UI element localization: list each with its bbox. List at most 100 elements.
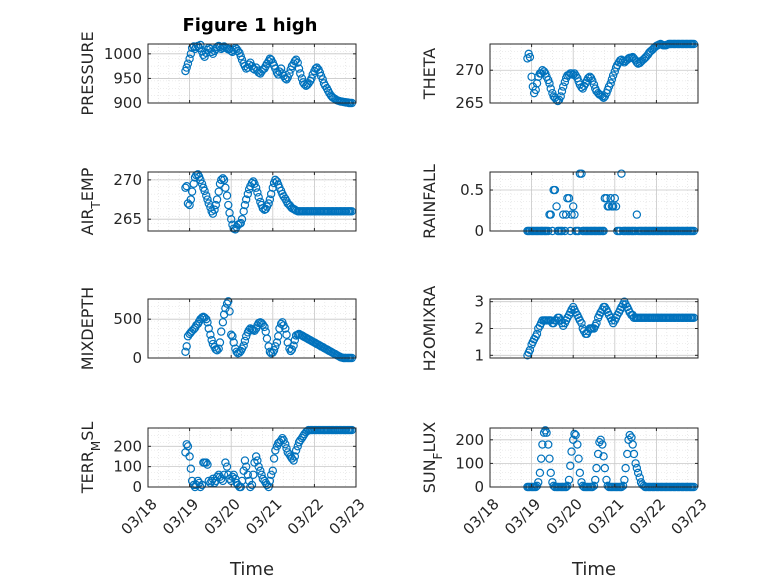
data-point	[347, 207, 357, 216]
data-point	[182, 63, 191, 72]
data-points	[181, 297, 357, 363]
data-point	[538, 440, 547, 449]
y-tick-label: 3	[474, 293, 484, 311]
data-point	[545, 79, 554, 88]
y-tick-label: 0	[132, 478, 142, 496]
data-point	[212, 346, 222, 355]
data-point	[564, 194, 574, 203]
data-point	[218, 318, 228, 327]
data-point	[583, 73, 593, 83]
data-point	[271, 446, 280, 455]
data-point	[294, 64, 304, 73]
y-axis-label: MIXDEPTH	[78, 287, 97, 370]
data-point	[598, 440, 607, 449]
data-point	[635, 473, 644, 482]
data-point	[596, 435, 605, 444]
data-points	[181, 425, 357, 492]
subplot-1: 900 950 1000 PRESSURE	[78, 31, 357, 116]
data-point	[226, 214, 236, 224]
data-point	[628, 440, 637, 449]
data-point	[210, 205, 219, 214]
data-point	[262, 334, 272, 343]
data-point	[240, 200, 250, 210]
data-point	[567, 447, 576, 456]
data-point	[266, 470, 276, 479]
data-point	[272, 338, 282, 347]
data-point	[629, 449, 639, 459]
data-point	[215, 338, 225, 347]
data-point	[577, 169, 586, 178]
data-point	[221, 458, 230, 467]
data-point	[274, 332, 283, 341]
data-point	[566, 461, 575, 470]
data-point	[228, 332, 237, 341]
data-point	[183, 59, 193, 68]
data-point	[606, 194, 615, 203]
data-point	[265, 476, 275, 486]
data-point	[182, 440, 191, 449]
data-point	[289, 341, 298, 350]
data-point	[285, 69, 294, 78]
figure-title: Figure 1 high	[183, 15, 318, 36]
data-point	[203, 318, 212, 327]
data-point	[618, 481, 628, 491]
data-point	[243, 189, 253, 199]
data-point	[186, 195, 196, 204]
data-point	[271, 342, 280, 351]
data-point	[257, 67, 266, 76]
data-point	[196, 175, 205, 185]
data-point	[559, 82, 568, 91]
data-point	[532, 329, 542, 339]
data-point	[556, 92, 565, 101]
axes-box	[147, 298, 357, 359]
data-point	[265, 195, 275, 204]
y-tick-label: 0	[474, 478, 484, 496]
data-point	[208, 209, 218, 218]
data-point	[608, 71, 618, 80]
data-point	[567, 210, 576, 219]
subplot-5: 0 500 MIXDEPTH	[78, 287, 357, 370]
data-point	[222, 462, 232, 471]
data-point	[237, 214, 247, 224]
data-point	[588, 76, 597, 85]
data-point	[224, 297, 233, 306]
data-point	[219, 470, 229, 479]
data-point	[546, 210, 555, 219]
data-point	[574, 454, 583, 463]
data-point	[525, 345, 535, 355]
data-point	[536, 454, 546, 463]
data-points	[181, 170, 357, 234]
data-point	[283, 73, 292, 82]
data-point	[571, 430, 580, 440]
data-point	[200, 52, 209, 61]
data-point	[202, 191, 211, 200]
data-point	[532, 481, 542, 491]
data-point	[254, 462, 263, 471]
data-point	[347, 425, 357, 435]
y-tick-label: 500	[113, 310, 142, 328]
data-point	[625, 430, 634, 440]
data-point	[561, 210, 571, 219]
axes-box	[147, 427, 357, 488]
data-point	[260, 476, 269, 486]
data-point	[269, 454, 279, 463]
plot-area	[490, 172, 698, 231]
data-point	[203, 195, 212, 204]
data-point	[600, 463, 610, 473]
data-point	[559, 210, 568, 219]
data-point	[253, 456, 262, 465]
data-point	[226, 330, 236, 339]
data-point	[185, 54, 194, 63]
data-point	[200, 186, 209, 196]
y-axis-label: H2OMIXRA	[420, 286, 439, 372]
data-point	[632, 210, 642, 219]
data-point	[186, 464, 196, 473]
data-point	[573, 440, 582, 449]
data-point	[525, 52, 535, 62]
data-point	[546, 468, 555, 478]
data-point	[591, 475, 600, 485]
axes-box	[489, 427, 699, 488]
data-point	[218, 174, 228, 183]
x-axis-label: Time	[229, 559, 274, 580]
